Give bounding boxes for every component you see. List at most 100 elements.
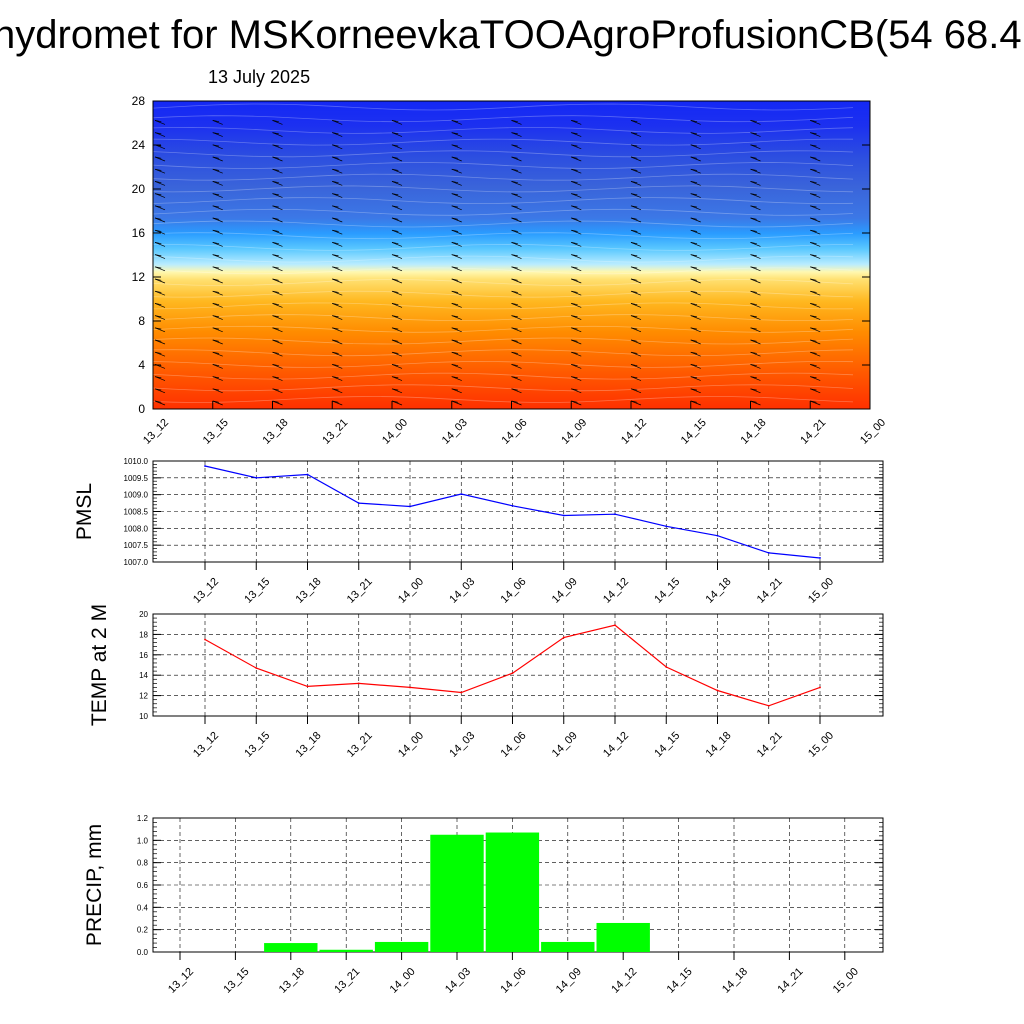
wind-barb-flag — [154, 266, 166, 272]
y-tick-label: 0 — [138, 402, 145, 416]
wind-barb-shaft — [869, 157, 870, 158]
wind-barb-flag — [869, 279, 870, 280]
wind-barb-flag — [391, 217, 403, 223]
y-tick-label: 16 — [132, 226, 146, 240]
wind-barb-flag — [154, 193, 166, 198]
precip-bar — [596, 922, 650, 952]
wind-barb-flag — [154, 217, 166, 223]
wind-barb-flag — [212, 132, 223, 137]
wind-barb-flag — [332, 266, 343, 272]
data-point — [716, 689, 719, 692]
y-tick-label: 1009.5 — [124, 474, 149, 483]
wind-barb-flag — [332, 156, 343, 162]
wind-barb-flag — [391, 205, 403, 211]
wind-barb-flag — [810, 229, 821, 235]
x-tick-label: 14_18 — [704, 730, 734, 760]
contour-line — [153, 185, 854, 193]
wind-barb-flag — [869, 181, 870, 182]
wind-barb-shaft — [869, 120, 870, 121]
x-tick-label: 13_12 — [191, 730, 221, 760]
wind-barb-flag — [571, 120, 582, 125]
wind-barb-flag — [391, 303, 403, 308]
wind-barb-flag — [154, 315, 166, 320]
precip-bar — [485, 832, 540, 952]
wind-barb-flag — [810, 388, 821, 394]
x-tick-label: 14_12 — [601, 730, 631, 760]
data-point — [665, 525, 668, 528]
y-tick-label: 1010.0 — [124, 457, 149, 466]
wind-barb-flag — [630, 339, 642, 345]
wind-barb-flag — [332, 278, 343, 284]
wind-barb-flag — [690, 290, 701, 296]
x-tick-label: 14_03 — [447, 730, 477, 760]
wind-barb-flag — [511, 144, 522, 150]
wind-barb-flag — [571, 327, 582, 333]
wind-barb-flag — [154, 181, 166, 186]
wind-barb-flag — [332, 400, 343, 406]
wind-barb-shaft — [869, 340, 870, 341]
wind-barb-flag — [810, 168, 821, 174]
contour-line — [153, 243, 854, 251]
wind-barb-flag — [690, 205, 701, 211]
data-point — [306, 685, 309, 688]
wind-barb-flag — [630, 278, 642, 284]
wind-barb-flag — [571, 376, 582, 381]
precip-bar — [430, 834, 484, 952]
x-tick-label: 14_15 — [679, 417, 709, 447]
wind-barb-flag — [810, 278, 821, 284]
y-tick-label: 16 — [139, 651, 148, 660]
wind-barb-flag — [391, 132, 403, 137]
contour-line — [153, 384, 854, 392]
wind-barb-flag — [810, 327, 821, 333]
wind-barb-flag — [154, 376, 166, 381]
wind-barb-flag — [154, 132, 166, 137]
wind-barb-flag — [630, 376, 642, 381]
y-axis-label: PMSL — [73, 483, 96, 540]
wind-barb-flag — [332, 144, 343, 150]
wind-barb-flag — [154, 168, 166, 174]
wind-barb-flag — [391, 400, 403, 406]
temperature-panel: 10 12 14 16 18 20 13_12 13_15 13_18 13_21 14_00 14_… — [88, 604, 884, 760]
wind-barb-flag — [690, 144, 701, 150]
wind-barb-flag — [810, 217, 821, 223]
contour-lines — [153, 103, 854, 403]
data-point — [255, 667, 258, 669]
x-tick-label: 15_00 — [806, 576, 836, 606]
x-tick-label: 13_21 — [345, 576, 375, 606]
wind-barb-flag — [750, 364, 761, 369]
wind-barb-flag — [332, 217, 343, 223]
wind-barb-flag — [391, 144, 403, 150]
cross-section-panel: 0 4 8 12 16 20 24 28 13_12 13_15 13_18 13_21 14_00 14… — [132, 94, 888, 447]
wind-barb-flag — [451, 242, 462, 247]
wind-barb-flag — [630, 364, 642, 369]
x-tick-label: 14_06 — [499, 576, 529, 606]
wind-barb-flag — [750, 144, 761, 150]
wind-barb-flag — [451, 339, 462, 345]
wind-barb-shaft — [869, 291, 870, 292]
y-tick-label: 28 — [132, 94, 146, 108]
wind-barb-flag — [272, 351, 283, 357]
wind-barb-flag — [511, 327, 522, 333]
wind-barb-flag — [272, 132, 283, 137]
contour-line — [153, 220, 854, 228]
x-tick-label: 14_21 — [798, 417, 828, 447]
wind-barb-flag — [571, 193, 582, 198]
wind-barb-flag — [869, 193, 870, 194]
contour-line — [153, 360, 854, 368]
wind-barb-flag — [272, 254, 283, 259]
wind-barb-flag — [332, 205, 343, 211]
wind-barb-flag — [511, 400, 522, 406]
wind-barb-flag — [810, 351, 821, 357]
wind-barb-flag — [272, 278, 283, 284]
wind-barb-flag — [451, 168, 462, 174]
wind-barb-flag — [451, 144, 462, 150]
plot-frame — [152, 613, 884, 717]
contour-line — [153, 372, 854, 380]
data-point — [409, 686, 411, 689]
data-point — [665, 666, 668, 668]
wind-barb-flag — [212, 339, 223, 345]
wind-barb-flag — [630, 205, 642, 211]
wind-barb-shaft — [869, 169, 870, 170]
wind-barb-flag — [511, 181, 522, 186]
wind-barb-flag — [451, 303, 462, 308]
